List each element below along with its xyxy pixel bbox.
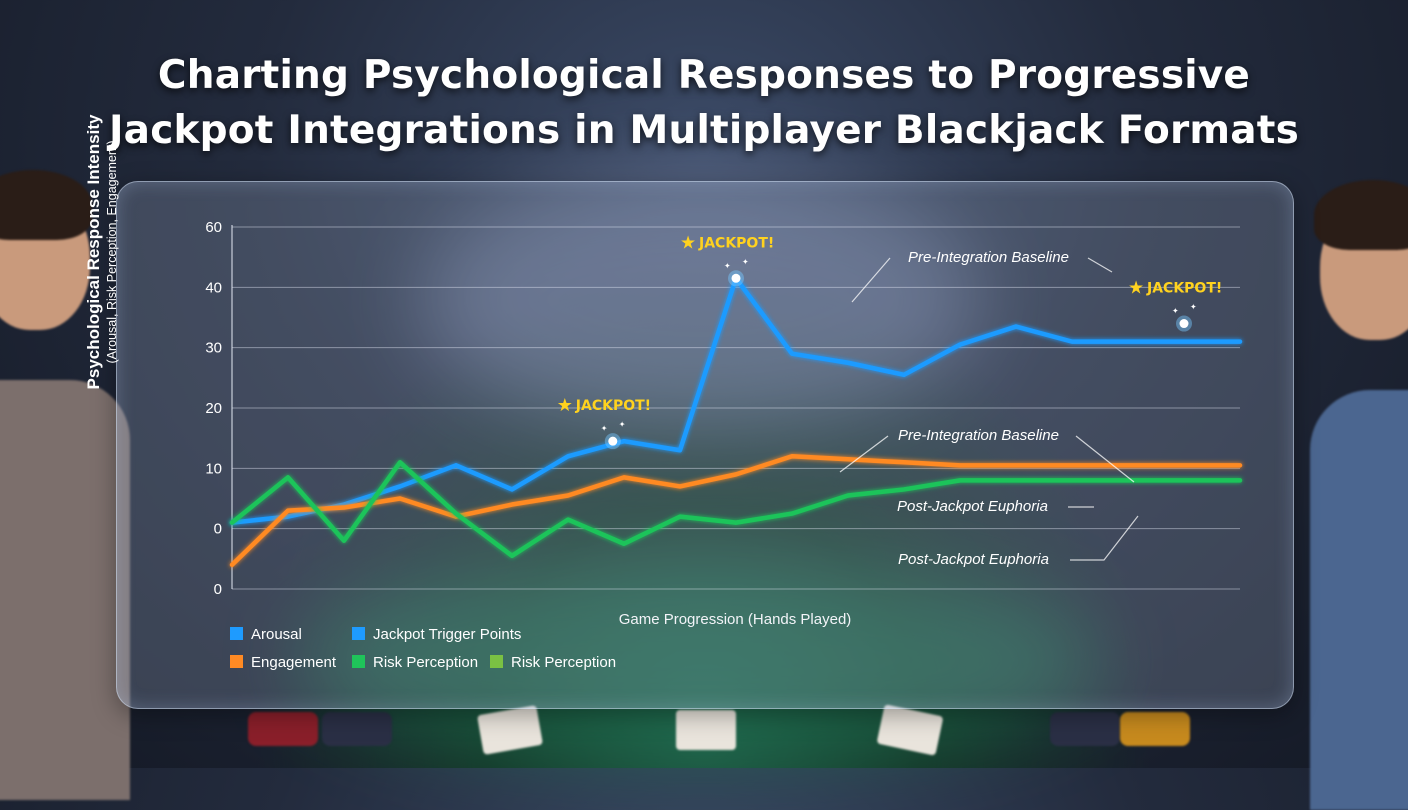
legend-item-jackpot-trigger-points: Jackpot Trigger Points xyxy=(352,626,521,643)
jackpot-label: JACKPOT! xyxy=(1146,281,1222,297)
title-line-2: Jackpot Integrations in Multiplayer Blac… xyxy=(108,108,1300,153)
title-line-1: Charting Psychological Responses to Prog… xyxy=(157,53,1251,98)
sparkle-icon: ✦ xyxy=(742,257,749,266)
annotation-leader xyxy=(1070,515,1139,561)
legend-item-arousal: Arousal xyxy=(230,626,302,643)
legend: Arousal Jackpot Trigger Points Engagemen… xyxy=(230,626,650,686)
y-tick-label: 30 xyxy=(205,340,222,357)
chart-panel xyxy=(116,181,1294,709)
annotation-label: Post-Jackpot Euphoria xyxy=(897,498,1048,515)
series-line-risk-perception xyxy=(229,460,1243,559)
legend-label: Arousal xyxy=(251,626,302,643)
sparkle-icon: ✦ xyxy=(724,261,731,270)
annotation-leader xyxy=(1075,435,1135,483)
x-axis-label: Game Progression (Hands Played) xyxy=(618,611,852,628)
annotation-leader xyxy=(851,257,891,303)
chip-stack xyxy=(1120,712,1190,746)
jackpot-marker xyxy=(608,436,618,446)
legend-swatch xyxy=(352,627,365,640)
sparkle-icon: ✦ xyxy=(1172,307,1179,316)
chip-stack xyxy=(248,712,318,746)
legend-swatch xyxy=(490,655,503,668)
annotation-label: Post-Jackpot Euphoria xyxy=(898,551,1049,568)
sparkle-icon: ✦ xyxy=(1190,303,1197,312)
jackpot-markers: ✦ ✦★ JACKPOT!✦ ✦★ JACKPOT!✦ ✦★ JACKPOT! xyxy=(557,232,1222,450)
annotation-label: Pre-Integration Baseline xyxy=(908,249,1069,266)
y-tick-labels: 0 0 10 20 30 40 60 xyxy=(205,219,222,598)
annotations: Pre-Integration Baseline Pre-Integration … xyxy=(839,249,1139,568)
jackpot-marker xyxy=(731,273,741,283)
star-icon: ★ xyxy=(557,395,573,416)
sparkle-icon: ✦ xyxy=(619,420,626,429)
legend-item-risk-perception: Risk Perception xyxy=(352,654,478,671)
y-tick-label: 10 xyxy=(205,460,222,477)
jackpot-marker xyxy=(1179,319,1189,329)
legend-swatch xyxy=(230,655,243,668)
player-left xyxy=(0,150,140,800)
legend-label: Jackpot Trigger Points xyxy=(373,626,522,643)
legend-label: Risk Perception xyxy=(373,654,479,671)
legend-swatch xyxy=(230,627,243,640)
playing-card xyxy=(676,710,736,750)
legend-label: Engagement xyxy=(251,654,337,671)
star-icon: ★ xyxy=(680,232,696,253)
chip-stack xyxy=(1050,712,1120,746)
series-lines xyxy=(229,276,1243,568)
annotation-label: Pre-Integration Baseline xyxy=(898,427,1059,444)
legend-label: Risk Perception xyxy=(511,654,617,671)
legend-swatch xyxy=(352,655,365,668)
series-line-engagement xyxy=(229,454,1243,568)
player-right xyxy=(1300,150,1408,810)
jackpot-label: JACKPOT! xyxy=(575,398,651,414)
y-tick-label: 40 xyxy=(205,279,222,296)
annotation-leader xyxy=(839,435,889,473)
y-tick-label: 0 xyxy=(214,521,222,538)
jackpot-label: JACKPOT! xyxy=(698,235,774,251)
y-tick-label: 20 xyxy=(205,400,222,417)
y-tick-label: 0 xyxy=(214,581,222,598)
chip-stack xyxy=(322,712,392,746)
star-icon: ★ xyxy=(1128,278,1144,299)
legend-item-engagement: Engagement xyxy=(230,654,336,671)
legend-item-risk-perception-2: Risk Perception xyxy=(490,654,616,671)
page-title: Charting Psychological Responses to Prog… xyxy=(0,48,1408,158)
y-tick-label: 60 xyxy=(205,219,222,236)
sparkle-icon: ✦ xyxy=(601,424,608,433)
annotation-leader xyxy=(1087,257,1113,273)
grid-lines xyxy=(231,225,1240,590)
